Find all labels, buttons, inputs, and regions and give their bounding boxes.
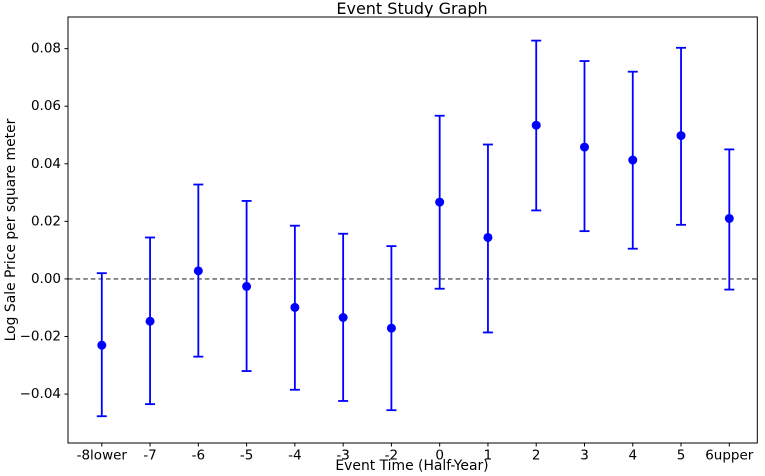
coefficient-marker (483, 232, 493, 242)
x-tick-label: -3 (336, 448, 349, 464)
coefficient-marker (628, 155, 638, 165)
coefficient-marker (193, 266, 203, 276)
x-tick-label: 5 (677, 448, 686, 464)
x-tick-label: -6 (192, 448, 205, 464)
errorbar-point (338, 232, 349, 402)
y-tick-label: 0.04 (31, 156, 61, 172)
errorbar-point (627, 70, 638, 250)
coefficient-marker (531, 120, 541, 130)
x-tick-label: -4 (288, 448, 301, 464)
coefficient-marker (676, 131, 686, 141)
coefficient-marker (145, 316, 155, 326)
errorbar-point (579, 60, 590, 233)
errorbar-point (241, 200, 252, 372)
coefficient-marker (338, 313, 348, 323)
y-axis-label: Log Sale Price per square meter (3, 118, 19, 341)
y-tick-label: 0.08 (31, 41, 61, 57)
y-tick-label: −0.02 (20, 329, 61, 345)
coefficient-marker (435, 197, 445, 207)
errorbar-point (676, 46, 687, 226)
coefficient-marker (97, 340, 107, 350)
coefficient-marker (242, 281, 252, 291)
coefficient-marker (724, 213, 734, 223)
chart-title: Event Study Graph (336, 0, 487, 18)
coefficient-marker (386, 323, 396, 333)
plot-frame (67, 16, 758, 444)
errorbar-point (724, 148, 735, 291)
x-tick-label: -5 (240, 448, 253, 464)
coefficient-marker (579, 142, 589, 152)
x-tick-label: 4 (628, 448, 637, 464)
x-tick-label: 2 (532, 448, 541, 464)
errorbar-point (193, 183, 204, 358)
x-tick-label: 1 (484, 448, 493, 464)
y-tick-label: −0.04 (20, 386, 61, 402)
plot-area: 0.08 0.06 0.04 0.02 0.00 −0.02 −0.04 -8lower -7 -… (20, 16, 758, 464)
errorbar-point (434, 114, 445, 290)
x-tick-label: -8lower (77, 448, 128, 464)
errorbar-point (482, 143, 493, 334)
errorbar-point (531, 39, 542, 212)
errorbar-point (289, 224, 300, 391)
errorbar-point (386, 245, 397, 412)
x-tick-label: 3 (580, 448, 589, 464)
errorbar-point (145, 236, 156, 406)
x-tick-label: -7 (143, 448, 156, 464)
x-tick-label: 6upper (705, 448, 754, 464)
x-tick-label: -2 (385, 448, 398, 464)
errorbar-point (96, 272, 107, 418)
y-tick-label: 0.06 (31, 98, 61, 114)
y-tick-label: 0.00 (31, 271, 61, 287)
x-tick-label: 0 (435, 448, 444, 464)
y-tick-label: 0.02 (31, 213, 61, 229)
coefficient-marker (290, 302, 300, 312)
x-axis-label: Event Time (Half-Year) (335, 458, 488, 474)
